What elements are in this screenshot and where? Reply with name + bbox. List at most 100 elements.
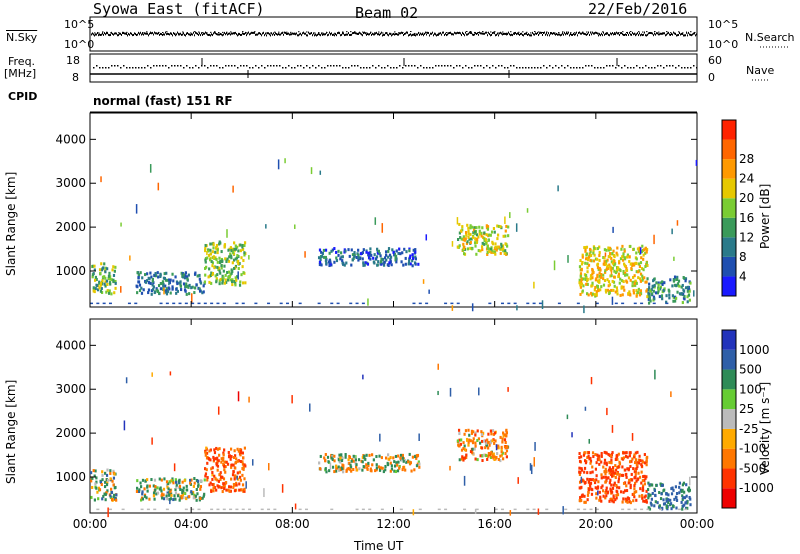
nsky-trace [686,31,687,34]
nsky-trace [163,33,164,36]
nsearch-trace [458,32,460,34]
echo-cell [620,285,623,289]
nsky-trace [323,33,324,36]
nsky-trace [657,32,658,35]
echo-cell [385,258,388,262]
echo-cell [493,431,497,435]
echo-cell [610,490,614,494]
echo-cell [467,440,470,444]
nsky-trace [411,34,412,37]
echo-cell [608,460,611,464]
echo-cell [463,448,467,452]
nsky-trace [228,32,229,35]
echo-cell [417,460,420,464]
echo-cell [381,223,384,233]
echo-cell [242,467,245,471]
echo-cell [141,497,145,501]
echo-cell [216,302,220,305]
echo-cell [284,158,286,164]
echo-cell [622,252,625,256]
echo-cell [169,499,171,505]
nsearch-trace [686,32,688,34]
echo-cell [500,445,503,449]
echo-cell [618,486,621,490]
nsky-trace [620,32,621,35]
nsearch-trace [402,31,404,33]
echo-cell [580,476,583,484]
echo-cell [212,256,215,260]
nsearch-trace [150,32,152,34]
echo-cell [111,268,114,272]
echo-cell [153,497,156,501]
echo-cell [470,429,474,433]
echo-cell [215,277,218,281]
nsky-trace [461,34,462,37]
echo-cell [349,302,353,305]
echo-cell [233,241,236,245]
echo-cell [136,291,139,295]
echo-cell [600,454,603,458]
freq-trace [624,65,626,67]
echo-cell [618,281,621,285]
freq-trace [681,67,683,69]
echo-cell [623,288,626,292]
echo-cell [584,257,588,261]
power-tick-label: 4 [739,269,747,283]
echo-cell [609,267,612,271]
echo-cell [663,281,666,285]
echo-cell [414,248,417,252]
nsky-trace [592,31,593,34]
echo-cell [611,252,614,256]
freq-trace [468,67,470,69]
echo-cell [605,290,608,294]
echo-cell [241,265,244,269]
freq-trace [267,65,269,67]
echo-cell [632,291,636,295]
nsky-trace [252,31,253,34]
echo-cell [236,471,239,475]
echo-cell [211,473,214,477]
echo-cell [411,264,414,268]
echo-cell [104,284,107,288]
echo-cell [640,463,643,467]
echo-cell [633,484,636,488]
echo-cell [173,463,176,472]
echo-cell [408,460,411,464]
echo-cell [337,458,341,462]
echo-cell [627,276,631,280]
nsky-trace [270,34,271,37]
velocity-tick-label: 1000 [739,343,770,357]
nsky-trace [373,33,374,36]
echo-cell [104,480,107,484]
echo-cell [628,255,631,259]
nsky-trace [593,32,594,35]
echo-cell [640,470,643,474]
echo-cell [583,481,586,485]
nsky-trace [92,32,93,35]
nsky-trace [170,32,171,35]
echo-cell [595,474,598,478]
echo-cell [480,234,483,238]
echo-cell [586,450,589,454]
echo-cell [513,508,517,511]
echo-cell [594,486,597,490]
echo-cell [680,292,683,296]
echo-cell [533,457,536,467]
velocity-colorbar [721,329,737,509]
echo-cell [149,164,152,173]
echo-cell [399,453,403,457]
echo-cell [437,363,439,370]
echo-cell [376,263,379,267]
echo-cell [693,290,695,297]
echo-cell [478,229,481,233]
echo-cell [190,490,193,494]
echo-cell [428,289,430,294]
echo-cell [209,258,212,262]
echo-cell [608,481,611,485]
echo-cell [179,280,182,284]
echo-cell [462,252,466,256]
echo-cell [612,288,615,292]
nsky-trace [352,32,353,35]
echo-cell [600,486,603,490]
echo-cell [101,279,104,283]
